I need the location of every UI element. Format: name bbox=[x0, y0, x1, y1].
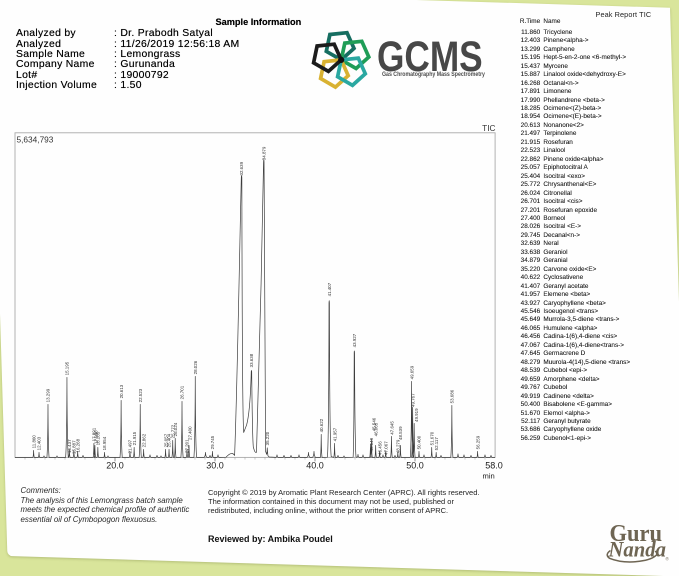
svg-text:41.957: 41.957 bbox=[332, 427, 337, 441]
svg-text:53.686: 53.686 bbox=[450, 389, 455, 403]
svg-text:TIC: TIC bbox=[482, 123, 495, 133]
svg-text:49.659: 49.659 bbox=[409, 365, 414, 379]
svg-text:13.299: 13.299 bbox=[46, 388, 51, 402]
svg-text:18.954: 18.954 bbox=[102, 436, 107, 450]
svg-text:46.065: 46.065 bbox=[373, 422, 378, 436]
svg-text:58.0: 58.0 bbox=[485, 461, 503, 471]
svg-text:17.891: 17.891 bbox=[92, 427, 97, 441]
svg-text:27.400: 27.400 bbox=[188, 426, 193, 440]
svg-text:34.879: 34.879 bbox=[262, 146, 267, 160]
svg-text:56.259: 56.259 bbox=[475, 435, 480, 449]
svg-text:47.067: 47.067 bbox=[383, 441, 388, 455]
svg-text:35.220: 35.220 bbox=[265, 431, 270, 445]
svg-text:15.887: 15.887 bbox=[72, 440, 77, 454]
svg-text:min: min bbox=[483, 471, 495, 480]
svg-text:21.915: 21.915 bbox=[132, 431, 137, 445]
svg-text:5,634,793: 5,634,793 bbox=[17, 135, 54, 145]
svg-text:46.456: 46.456 bbox=[377, 441, 382, 455]
svg-text:25.772: 25.772 bbox=[170, 424, 175, 438]
svg-text:15.437: 15.437 bbox=[67, 439, 72, 453]
svg-text:40.0: 40.0 bbox=[306, 461, 324, 471]
svg-text:27.201: 27.201 bbox=[185, 439, 190, 453]
svg-text:25.057: 25.057 bbox=[163, 433, 168, 447]
svg-text:22.862: 22.862 bbox=[141, 433, 146, 447]
svg-text:25.404: 25.404 bbox=[167, 433, 172, 447]
svg-text:11.860: 11.860 bbox=[31, 435, 36, 449]
svg-text:21.497: 21.497 bbox=[128, 439, 133, 453]
svg-text:26.701: 26.701 bbox=[180, 385, 185, 399]
svg-text:49.919: 49.919 bbox=[414, 408, 419, 422]
svg-text:51.670: 51.670 bbox=[429, 431, 434, 445]
svg-text:49.767: 49.767 bbox=[411, 393, 416, 407]
svg-text:47.645: 47.645 bbox=[390, 421, 395, 435]
svg-text:20.0: 20.0 bbox=[106, 461, 124, 471]
svg-text:12.403: 12.403 bbox=[37, 436, 42, 450]
svg-text:48.279: 48.279 bbox=[396, 439, 401, 453]
svg-text:50.400: 50.400 bbox=[417, 435, 422, 449]
svg-text:32.639: 32.639 bbox=[239, 161, 244, 175]
svg-text:45.546: 45.546 bbox=[371, 417, 376, 431]
svg-text:30.0: 30.0 bbox=[206, 461, 224, 471]
svg-text:43.927: 43.927 bbox=[352, 333, 357, 347]
svg-text:29.745: 29.745 bbox=[210, 435, 215, 449]
svg-text:Guru: Guru bbox=[610, 520, 663, 547]
svg-text:48.539: 48.539 bbox=[398, 426, 403, 440]
svg-text:40.622: 40.622 bbox=[319, 418, 324, 432]
svg-text:Nanda: Nanda bbox=[608, 537, 667, 562]
svg-text:®: ® bbox=[666, 556, 670, 562]
svg-text:33.638: 33.638 bbox=[249, 353, 254, 367]
svg-text:18.285: 18.285 bbox=[96, 431, 101, 445]
svg-text:17.990: 17.990 bbox=[94, 430, 99, 444]
svg-text:28.026: 28.026 bbox=[193, 360, 198, 374]
svg-text:20.613: 20.613 bbox=[119, 384, 124, 398]
svg-text:15.195: 15.195 bbox=[65, 361, 70, 375]
svg-text:50.0: 50.0 bbox=[406, 461, 424, 471]
svg-text:26.024: 26.024 bbox=[173, 422, 178, 436]
svg-text:41.407: 41.407 bbox=[327, 282, 332, 296]
svg-text:45.649: 45.649 bbox=[369, 437, 374, 451]
svg-text:16.268: 16.268 bbox=[75, 438, 80, 452]
svg-text:22.523: 22.523 bbox=[138, 388, 143, 402]
svg-text:52.117: 52.117 bbox=[434, 437, 439, 451]
